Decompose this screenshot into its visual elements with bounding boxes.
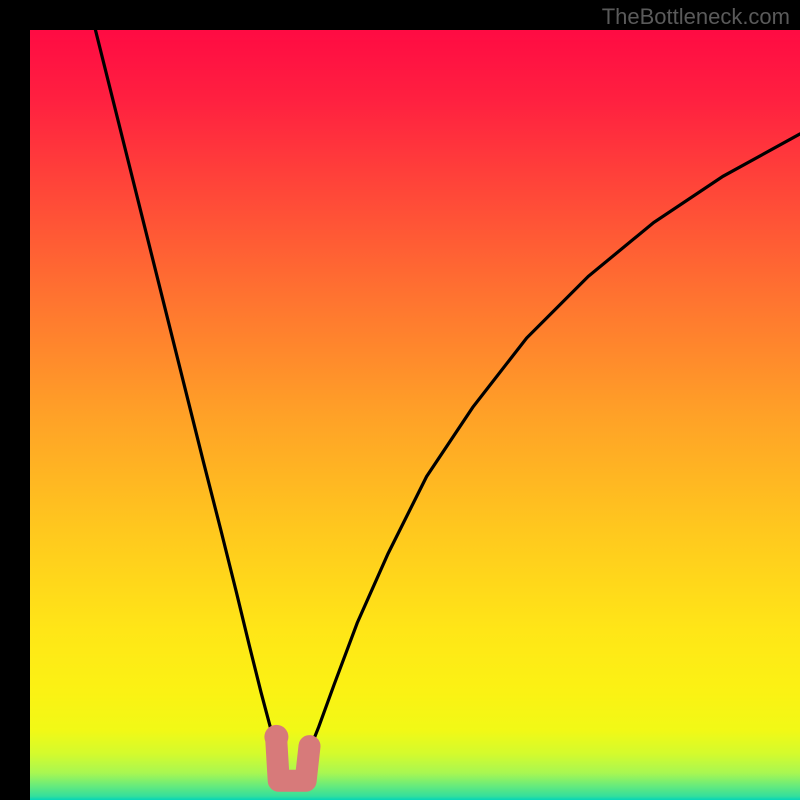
chart-plot-area — [30, 30, 800, 800]
marker-dot — [264, 725, 288, 749]
watermark-label: TheBottleneck.com — [602, 4, 790, 30]
chart-svg — [30, 30, 800, 800]
curve-right-branch — [310, 134, 800, 750]
marker-u-shape — [276, 742, 309, 781]
curve-left-branch — [95, 30, 276, 750]
